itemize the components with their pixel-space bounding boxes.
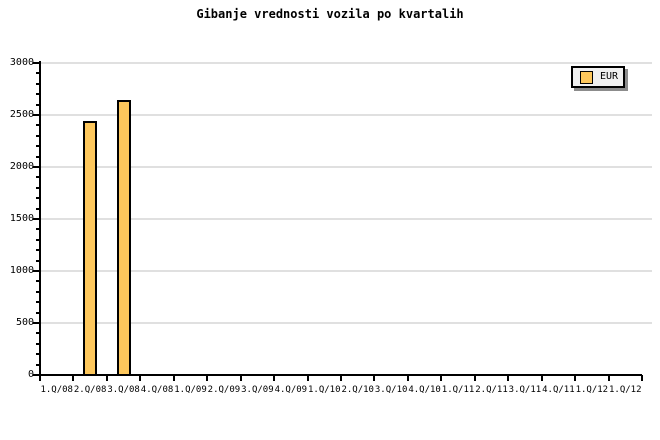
x-axis-line [39, 374, 642, 376]
bar-3.Q/08 [116, 100, 131, 375]
x-tick [641, 375, 643, 381]
y-tick-minor [36, 311, 40, 314]
x-tick-label: 1.Q/10 [308, 385, 341, 395]
x-tick [39, 375, 41, 381]
x-tick [273, 375, 276, 381]
y-tick-minor [36, 197, 40, 200]
x-tick [507, 375, 510, 381]
y-tick-major [33, 218, 40, 220]
y-tick-minor [36, 155, 40, 158]
legend-swatch-eur [580, 70, 593, 84]
y-tick-major [33, 114, 40, 116]
x-tick-label: 2.Q/11 [475, 385, 508, 395]
y-tick-minor [36, 93, 40, 96]
y-tick-minor [36, 124, 40, 127]
y-tick-label: 2000 [9, 161, 34, 172]
legend-label: EUR [600, 71, 619, 82]
y-tick-minor [36, 259, 40, 262]
x-tick-label: 3.Q/10 [374, 385, 408, 395]
y-tick-minor [36, 103, 40, 106]
y-tick-major [33, 166, 40, 168]
y-tick-major [33, 374, 40, 376]
x-tick-label: 1.Q/08 [40, 385, 73, 395]
y-tick-label: 1000 [9, 265, 34, 276]
x-tick [340, 375, 342, 381]
x-tick [574, 375, 577, 381]
y-tick-minor [36, 228, 40, 231]
x-tick-label: 1.Q/11 [441, 385, 475, 395]
y-tick-minor [36, 353, 40, 356]
legend: EUR [571, 66, 625, 88]
x-tick-label: 1.Q/12 [609, 385, 642, 395]
x-tick-label: 4.Q/10 [408, 385, 441, 395]
y-tick-label: 0 [27, 369, 34, 380]
y-tick-minor [36, 238, 40, 241]
y-tick-minor [36, 342, 40, 345]
y-tick-minor [36, 301, 40, 304]
x-tick [540, 375, 543, 381]
x-tick [72, 375, 75, 381]
y-tick-label: 500 [15, 317, 34, 328]
y-tick-label: 3000 [9, 57, 34, 68]
y-tick-minor [36, 134, 40, 137]
bar-2.Q/08 [83, 121, 98, 375]
y-tick-minor [36, 82, 40, 85]
x-tick [473, 375, 476, 381]
gridline-1000 [40, 270, 652, 272]
gridline-2000 [40, 166, 652, 168]
x-tick-label: 3.Q/08 [107, 385, 140, 395]
x-tick-label: 4.Q/11 [542, 385, 575, 395]
x-tick-label: 2.Q/10 [341, 385, 374, 395]
x-tick-label: 4.Q/08 [140, 385, 174, 395]
gridline-1500 [40, 218, 652, 220]
x-tick [406, 375, 409, 381]
x-tick [105, 375, 108, 381]
gridline-3000 [40, 62, 652, 64]
y-tick-minor [36, 363, 40, 366]
y-tick-minor [36, 280, 40, 283]
x-tick-label: 2.Q/09 [207, 385, 241, 395]
x-tick [139, 375, 142, 381]
y-tick-label: 1500 [9, 213, 34, 224]
y-tick-major [33, 270, 40, 272]
x-tick-label: 2.Q/08 [73, 385, 107, 395]
gridline-500 [40, 322, 652, 324]
x-tick-label: 1.Q/09 [174, 385, 207, 395]
x-tick [172, 375, 175, 381]
chart-title: Gibanje vrednosti vozila po kvartalih [196, 7, 464, 21]
y-tick-minor [36, 145, 40, 148]
y-tick-major [33, 322, 40, 324]
y-tick-minor [36, 176, 40, 179]
gridline-2500 [40, 114, 652, 116]
x-tick [206, 375, 209, 381]
x-tick-label: 4.Q/09 [274, 385, 308, 395]
x-tick [373, 375, 376, 381]
x-tick [239, 375, 242, 381]
y-tick-minor [36, 186, 40, 189]
x-tick [440, 375, 443, 381]
x-tick [306, 375, 309, 381]
y-tick-minor [36, 332, 40, 335]
x-tick [607, 375, 610, 381]
y-tick-minor [36, 290, 40, 293]
y-tick-label: 2500 [9, 109, 34, 120]
x-tick-label: 1.Q/12 [575, 385, 609, 395]
y-tick-minor [36, 72, 40, 75]
x-tick-label: 3.Q/09 [241, 385, 274, 395]
y-tick-minor [36, 249, 40, 252]
x-tick-label: 3.Q/11 [508, 385, 542, 395]
y-tick-major [33, 62, 40, 64]
y-axis-line [39, 61, 41, 376]
y-tick-minor [36, 207, 40, 210]
